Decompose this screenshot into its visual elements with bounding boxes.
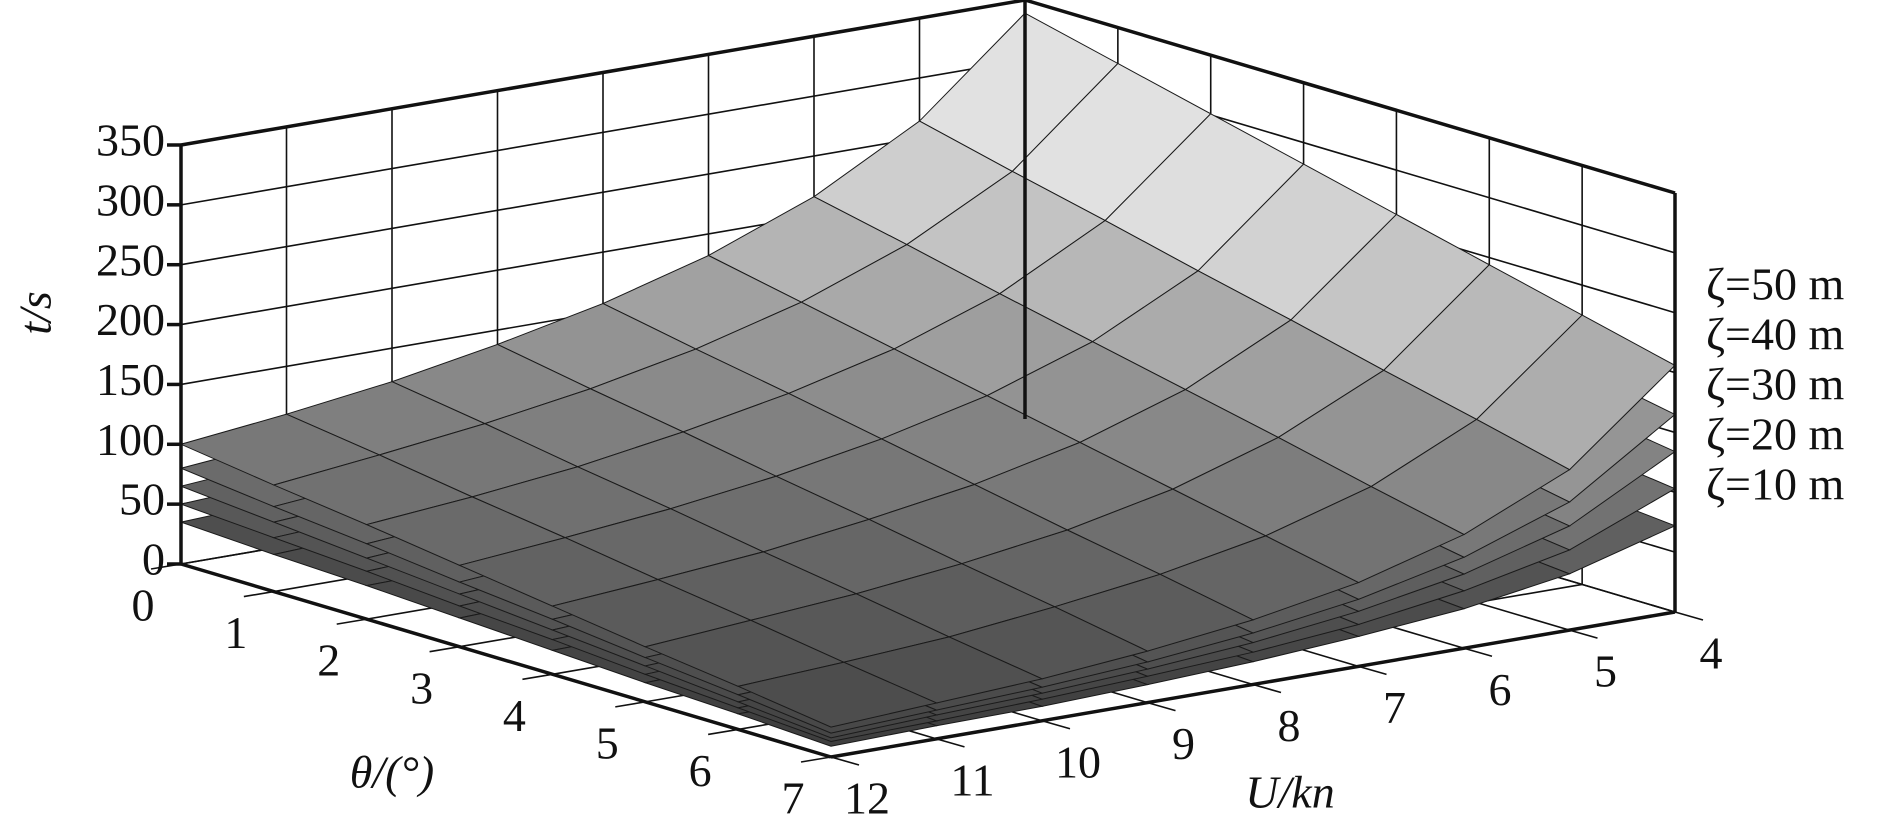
z-axis-label: t/s (10, 291, 61, 334)
x-tick-label: 7 (782, 773, 805, 824)
z-tick-label: 50 (119, 474, 165, 525)
x-tick (336, 618, 367, 625)
y-tick (1252, 683, 1282, 694)
x-tick (800, 756, 832, 763)
y-tick-label: 8 (1278, 700, 1301, 751)
wall-grid-line (180, 118, 1026, 266)
x-tick (522, 673, 553, 681)
x-tick-label: 4 (503, 690, 526, 741)
y-tick (1674, 611, 1704, 621)
z-tick-label: 200 (96, 294, 165, 345)
surface-patch (736, 661, 939, 728)
surfaces (179, 12, 1677, 747)
y-tick-label: 9 (1172, 718, 1195, 769)
y-tick-label: 10 (1055, 736, 1101, 787)
axis-line (180, 562, 832, 759)
x-tick (615, 701, 646, 708)
y-tick (1041, 719, 1071, 730)
x-tick (243, 590, 274, 598)
y-axis-label: U/kn (1245, 767, 1334, 818)
y-tick (1463, 647, 1493, 658)
y-tick-label: 12 (844, 773, 890, 824)
z-tick-label: 300 (96, 174, 165, 225)
y-tick (936, 738, 965, 748)
y-tick (1358, 665, 1387, 676)
axis-line (1024, 0, 1676, 195)
x-tick-label: 5 (596, 717, 619, 768)
legend-label: ζ=30 m (1706, 359, 1844, 410)
legend-label: ζ=40 m (1706, 309, 1844, 360)
x-tick-label: 6 (689, 745, 712, 796)
z-tick-label: 250 (96, 234, 165, 285)
y-tick (830, 756, 860, 766)
y-tick-label: 6 (1489, 664, 1512, 715)
x-tick-label: 2 (317, 635, 340, 686)
y-tick (1147, 701, 1176, 712)
y-tick-label: 4 (1700, 628, 1723, 679)
legend-label: ζ=50 m (1706, 259, 1844, 310)
y-tick-label: 11 (950, 754, 994, 805)
z-tick-label: 150 (96, 354, 165, 405)
x-tick (429, 645, 460, 653)
x-tick (708, 728, 739, 736)
z-tick-label: 350 (96, 115, 165, 166)
legend-label: ζ=20 m (1706, 409, 1844, 460)
labels: t/s θ/(°) U/kn 0501001502002503003500123… (10, 115, 1845, 824)
z-tick-label: 100 (96, 414, 165, 465)
z-tick-label: 0 (142, 534, 165, 585)
axis-line (180, 0, 1026, 147)
x-tick-label: 3 (410, 662, 433, 713)
x-tick-label: 1 (224, 607, 247, 658)
y-tick-label: 7 (1383, 682, 1406, 733)
x-axis-label: θ/(°) (350, 747, 434, 798)
legend-label: ζ=10 m (1706, 459, 1844, 510)
x-tick (150, 563, 182, 570)
y-tick (1569, 629, 1598, 639)
y-tick-label: 5 (1594, 646, 1617, 697)
wall-grid-line (180, 59, 1026, 206)
x-tick-label: 0 (132, 580, 155, 631)
frame (150, 0, 1704, 766)
